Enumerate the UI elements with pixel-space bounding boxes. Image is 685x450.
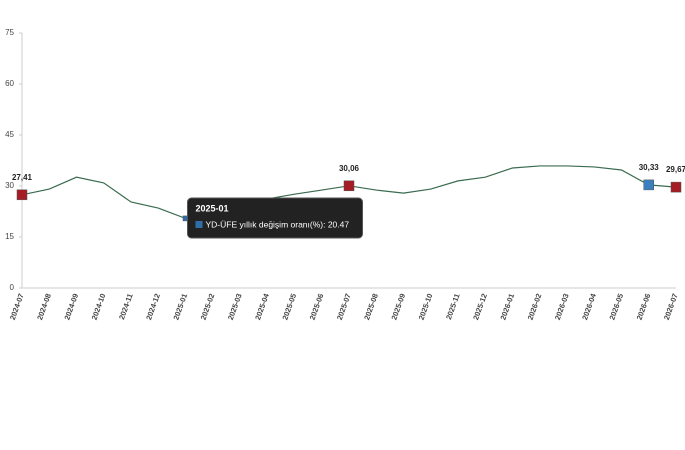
x-tick-label: 2025-04 xyxy=(253,292,271,322)
x-tick-label: 2025-08 xyxy=(362,292,380,321)
x-tick-label: 2025-06 xyxy=(308,292,326,321)
tooltip-text: YD-ÜFE yıllık değişim oranı(%): 20.47 xyxy=(206,219,350,229)
x-tick-label: 2026-01 xyxy=(498,292,516,321)
x-tick-label: 2024-09 xyxy=(62,292,80,321)
y-tick-label: 30 xyxy=(5,181,14,190)
x-tick-label: 2026-04 xyxy=(580,292,598,322)
y-tick-label: 0 xyxy=(10,283,15,292)
data-label: 30,33 xyxy=(639,163,660,172)
data-label: 30,06 xyxy=(339,164,360,173)
x-tick-label: 2025-11 xyxy=(444,292,462,321)
y-tick-label: 15 xyxy=(5,232,14,241)
y-tick-label: 75 xyxy=(5,28,14,37)
point-marker xyxy=(643,179,654,191)
y-tick-label: 60 xyxy=(5,79,14,88)
x-tick-label: 2024-11 xyxy=(117,292,135,321)
x-tick-label: 2025-12 xyxy=(471,292,489,321)
x-tick-label: 2025-09 xyxy=(389,292,407,321)
x-tick-label: 2025-05 xyxy=(280,292,298,321)
x-tick-label: 2025-01 xyxy=(171,292,189,321)
x-tick-label: 2024-07 xyxy=(8,292,26,321)
x-tick-label: 2024-08 xyxy=(35,292,53,321)
tooltip-swatch xyxy=(195,221,203,228)
point-marker xyxy=(670,181,682,193)
y-tick-label: 45 xyxy=(5,130,14,139)
point-marker xyxy=(16,189,28,201)
x-tick-label: 2025-02 xyxy=(199,292,217,321)
x-tick-label: 2026-02 xyxy=(526,292,544,321)
x-tick-label: 2024-12 xyxy=(144,292,162,321)
point-marker xyxy=(343,180,355,192)
x-tick-label: 2026-06 xyxy=(635,292,653,321)
x-tick-label: 2026-07 xyxy=(662,292,680,321)
tooltip-title: 2025-01 xyxy=(196,203,229,213)
x-tick-label: 2026-03 xyxy=(553,292,571,321)
x-tick-label: 2025-03 xyxy=(226,292,244,321)
x-tick-label: 2024-10 xyxy=(90,292,108,321)
tooltip-box xyxy=(187,197,363,239)
data-label: 29,67 xyxy=(666,165,685,174)
x-tick-label: 2025-10 xyxy=(417,292,435,321)
x-tick-label: 2026-05 xyxy=(607,292,625,321)
x-tick-label: 2025-07 xyxy=(335,292,353,321)
data-label: 27,41 xyxy=(12,173,33,182)
